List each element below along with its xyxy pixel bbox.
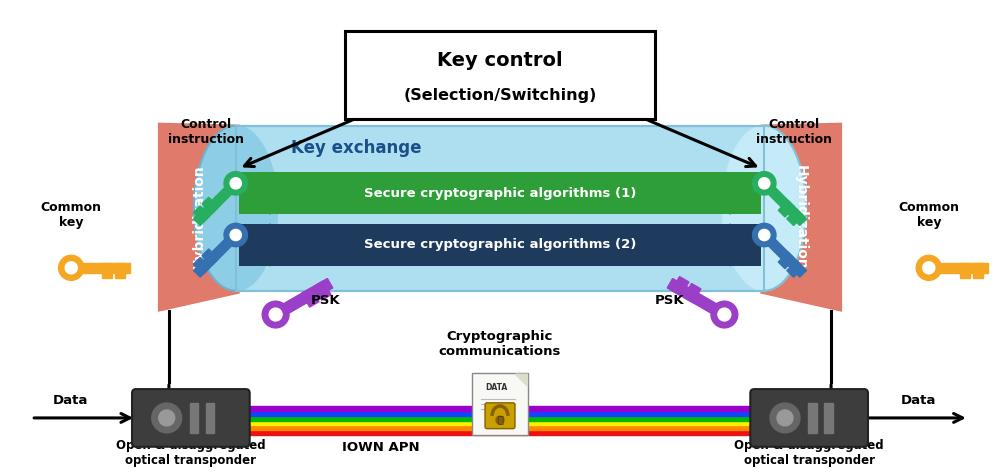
Text: Cryptographic
communications: Cryptographic communications <box>439 330 561 359</box>
Polygon shape <box>936 263 988 273</box>
Circle shape <box>753 172 776 195</box>
Text: Data: Data <box>901 394 936 406</box>
Circle shape <box>65 262 77 274</box>
Text: DATA: DATA <box>485 383 507 392</box>
Circle shape <box>224 172 247 195</box>
Circle shape <box>753 223 776 247</box>
Polygon shape <box>115 263 125 278</box>
Text: Data: Data <box>53 394 89 406</box>
Bar <box>808 403 817 433</box>
FancyBboxPatch shape <box>750 389 868 447</box>
Ellipse shape <box>194 126 278 291</box>
Circle shape <box>230 229 241 241</box>
Circle shape <box>916 255 941 280</box>
Polygon shape <box>202 197 219 214</box>
Text: IOWN APN: IOWN APN <box>342 441 419 454</box>
Circle shape <box>770 403 800 433</box>
Polygon shape <box>102 263 112 278</box>
Polygon shape <box>79 263 130 273</box>
Bar <box>247 420 753 425</box>
Circle shape <box>159 410 175 426</box>
Polygon shape <box>960 263 970 278</box>
Text: Open & disaggregated
optical transponder: Open & disaggregated optical transponder <box>734 439 884 467</box>
Polygon shape <box>515 374 527 386</box>
FancyBboxPatch shape <box>236 126 764 291</box>
Text: PSK: PSK <box>655 294 684 307</box>
Text: Hybridization: Hybridization <box>192 165 206 270</box>
Polygon shape <box>193 206 210 222</box>
Polygon shape <box>778 252 795 269</box>
FancyBboxPatch shape <box>239 172 761 214</box>
Polygon shape <box>672 277 689 296</box>
Polygon shape <box>778 201 795 217</box>
Polygon shape <box>730 172 761 214</box>
Polygon shape <box>159 123 239 311</box>
Bar <box>247 416 753 420</box>
Polygon shape <box>766 185 807 226</box>
Polygon shape <box>787 209 803 226</box>
Bar <box>247 430 753 435</box>
Circle shape <box>759 229 770 241</box>
Polygon shape <box>202 249 219 265</box>
Circle shape <box>759 178 770 189</box>
Circle shape <box>923 262 935 274</box>
Text: PSK: PSK <box>311 294 340 307</box>
Bar <box>247 406 753 411</box>
Polygon shape <box>193 185 234 226</box>
Polygon shape <box>766 236 807 277</box>
FancyBboxPatch shape <box>345 31 655 119</box>
Polygon shape <box>302 288 319 307</box>
Text: Hybridization: Hybridization <box>794 165 808 270</box>
Text: 秘: 秘 <box>497 414 503 424</box>
Circle shape <box>230 178 241 189</box>
Text: Secure cryptographic algorithms (2): Secure cryptographic algorithms (2) <box>364 238 636 252</box>
FancyBboxPatch shape <box>239 224 761 266</box>
FancyBboxPatch shape <box>485 403 515 429</box>
Polygon shape <box>761 123 841 311</box>
Text: Common
key: Common key <box>41 201 102 229</box>
Text: Secure cryptographic algorithms (1): Secure cryptographic algorithms (1) <box>364 187 636 200</box>
Polygon shape <box>193 236 234 277</box>
Bar <box>190 403 198 433</box>
Circle shape <box>711 301 738 328</box>
Polygon shape <box>973 263 983 278</box>
Text: (Selection/Switching): (Selection/Switching) <box>403 88 597 103</box>
Text: Control
instruction: Control instruction <box>168 118 244 146</box>
Circle shape <box>496 416 504 424</box>
Polygon shape <box>684 283 701 303</box>
Circle shape <box>59 255 84 280</box>
Polygon shape <box>314 281 331 300</box>
Circle shape <box>152 403 182 433</box>
Text: Open & disaggregated
optical transponder: Open & disaggregated optical transponder <box>116 439 266 467</box>
Polygon shape <box>193 257 210 274</box>
Text: Key control: Key control <box>437 51 563 70</box>
Polygon shape <box>280 279 333 315</box>
Circle shape <box>224 223 247 247</box>
Bar <box>824 403 833 433</box>
Circle shape <box>262 301 289 328</box>
Bar <box>247 411 753 416</box>
Polygon shape <box>239 172 270 214</box>
Circle shape <box>718 308 731 321</box>
Ellipse shape <box>722 126 806 291</box>
Bar <box>247 425 753 430</box>
Polygon shape <box>787 261 803 277</box>
Text: Key exchange: Key exchange <box>291 139 421 157</box>
Polygon shape <box>667 279 720 315</box>
Circle shape <box>777 410 793 426</box>
FancyBboxPatch shape <box>132 389 250 447</box>
Bar <box>206 403 214 433</box>
Text: Common
key: Common key <box>898 201 959 229</box>
FancyBboxPatch shape <box>472 373 528 435</box>
Circle shape <box>269 308 282 321</box>
Polygon shape <box>730 224 761 266</box>
Text: Control
instruction: Control instruction <box>756 118 832 146</box>
Polygon shape <box>239 224 270 266</box>
